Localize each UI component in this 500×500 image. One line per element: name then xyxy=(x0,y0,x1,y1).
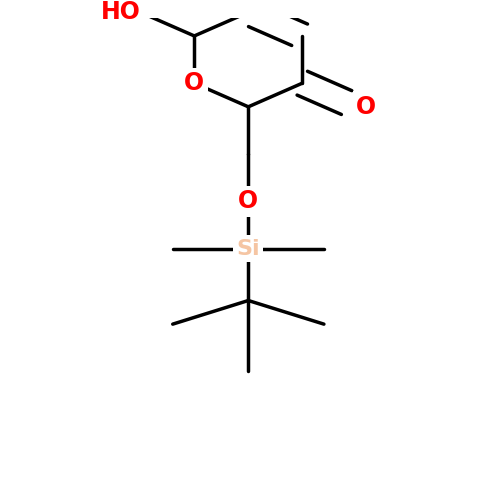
Text: Si: Si xyxy=(236,238,260,258)
Text: HO: HO xyxy=(100,0,140,24)
Text: O: O xyxy=(356,95,376,119)
Text: O: O xyxy=(184,71,204,95)
Text: O: O xyxy=(238,190,258,214)
